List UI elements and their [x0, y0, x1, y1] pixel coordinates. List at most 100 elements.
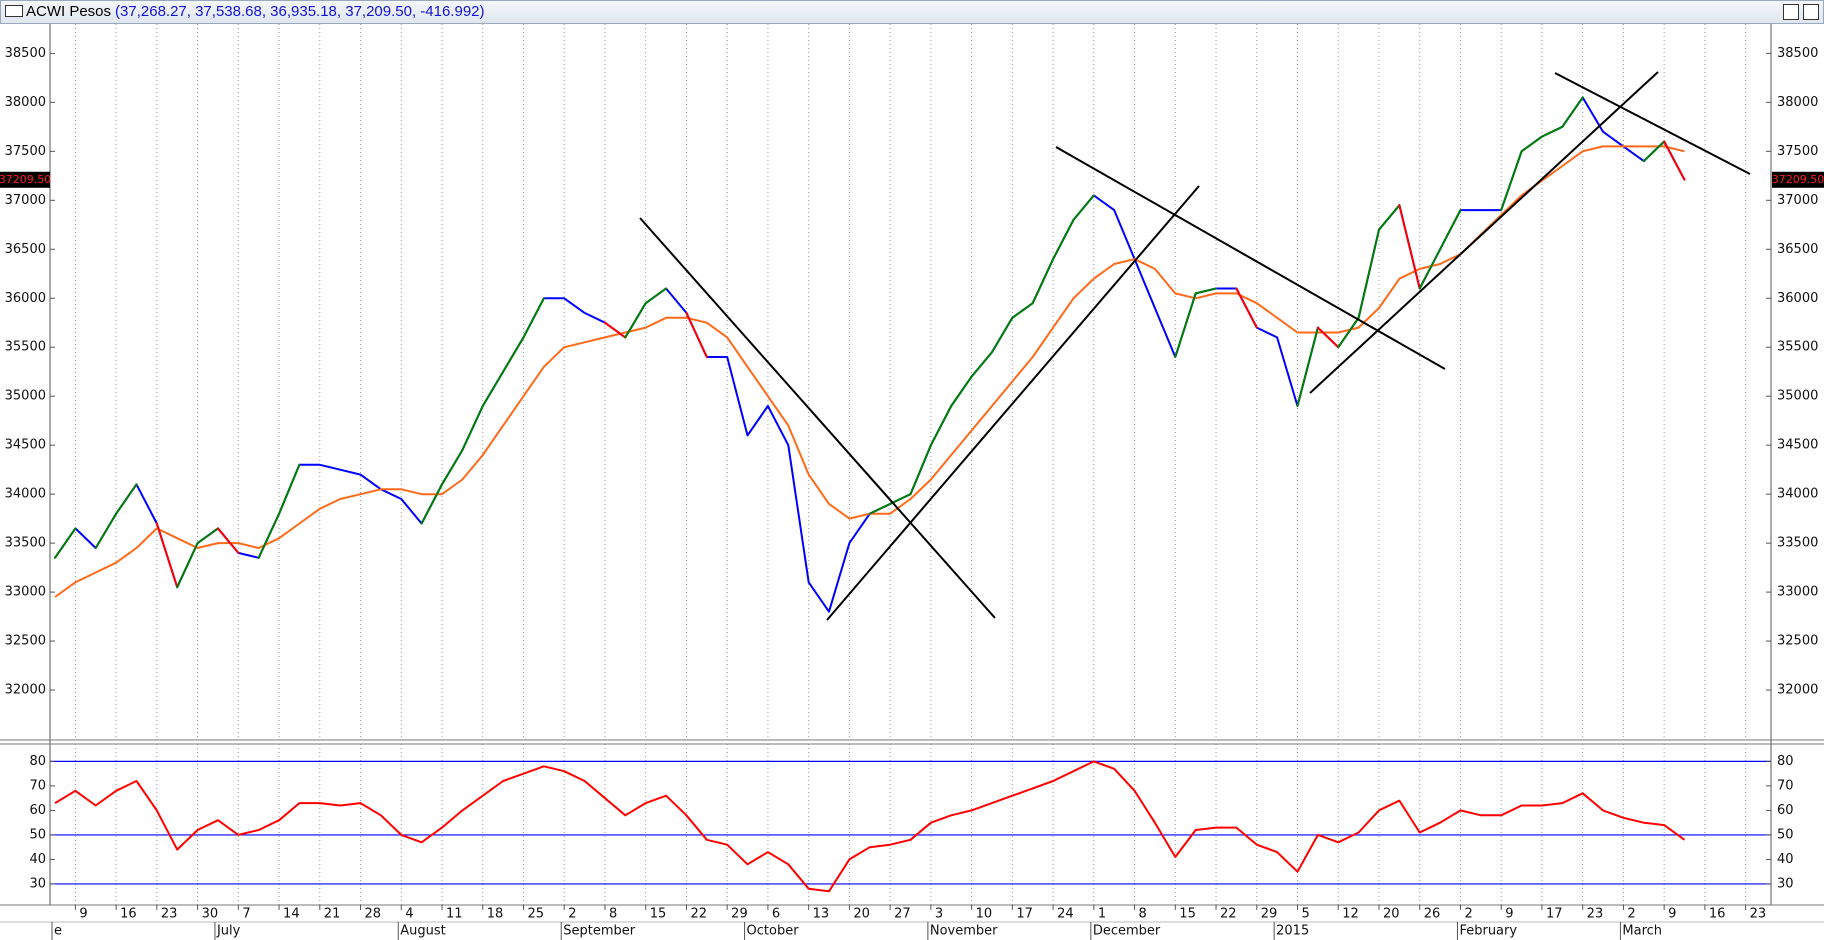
x-tick-label: 1 [1098, 907, 1106, 922]
x-tick-label: 8 [1139, 907, 1147, 922]
trend-segment [1194, 287, 1218, 295]
y-tick-label: 36000 [5, 291, 46, 306]
trend-segment [1174, 292, 1197, 359]
x-tick-label: 28 [365, 907, 382, 922]
x-tick-label: 13 [813, 907, 830, 922]
y-tick-label: 37500 [1777, 144, 1818, 159]
trend-segment [196, 527, 219, 545]
y-tick-label: 37000 [5, 193, 46, 208]
y-tick-label: 33000 [5, 585, 46, 600]
restore-button[interactable] [1783, 4, 1799, 20]
y-tick-label: 30 [29, 876, 46, 891]
y-tick-label: 37000 [1777, 193, 1818, 208]
x-tick-label: 17 [1016, 907, 1033, 922]
x-tick-label: 22 [690, 907, 707, 922]
y-tick-label: 40 [1777, 852, 1794, 867]
y-tick-label: 80 [1777, 754, 1794, 769]
trend-segment [502, 336, 525, 373]
trend-segment [216, 527, 240, 554]
price-tag [0, 171, 50, 188]
trend-segment [94, 512, 118, 550]
trend-segment [461, 404, 484, 452]
trend-segment [624, 302, 647, 339]
month-label: September [563, 924, 636, 939]
y-tick-label: 50 [29, 827, 46, 842]
x-tick-label: 7 [242, 907, 250, 922]
x-tick-label: 24 [1057, 907, 1074, 922]
trend-segment [1031, 258, 1055, 305]
labels-layer: 9 16 23 30 7 14 21 28 4 11 18 25 2 8 15 22 29 6 13 20 27 3 10 1… [0, 46, 1824, 940]
month-label: February [1459, 924, 1517, 939]
trend-segment [522, 297, 545, 339]
y-tick-label: 38500 [1777, 46, 1818, 61]
y-tick-label: 30 [1777, 876, 1794, 891]
x-tick-label: 16 [120, 907, 137, 922]
y-tick-label: 34500 [1777, 438, 1818, 453]
trend-segment [950, 375, 973, 407]
close-button[interactable] [1803, 4, 1819, 20]
trendline [639, 217, 996, 619]
x-tick-label: 9 [1505, 907, 1513, 922]
grid-layer [50, 24, 1771, 905]
y-tick-label: 60 [29, 803, 46, 818]
month-label: October [747, 924, 800, 939]
y-tick-label: 70 [1777, 778, 1794, 793]
y-tick-label: 34000 [5, 487, 46, 502]
x-tick-label: 27 [894, 907, 911, 922]
series-line [54, 760, 1686, 893]
trend-segment [1663, 140, 1686, 181]
y-tick-label: 37500 [5, 144, 46, 159]
y-tick-label: 50 [1777, 827, 1794, 842]
y-tick-label: 38000 [5, 95, 46, 110]
y-tick-label: 36500 [5, 242, 46, 257]
x-tick-label: 21 [324, 907, 341, 922]
y-tick-label: 35000 [1777, 389, 1818, 404]
y-tick-label: 38500 [5, 46, 46, 61]
y-tick-label: 32500 [5, 634, 46, 649]
trend-segment [1357, 228, 1380, 319]
x-tick-label: 4 [405, 907, 413, 922]
x-tick-label: 8 [609, 907, 617, 922]
trend-segment [685, 311, 708, 359]
x-tick-label: 15 [650, 907, 667, 922]
trend-segment [1011, 302, 1034, 319]
x-tick-label: 20 [853, 907, 870, 922]
chart-subtitle: (37,268.27, 37,538.68, 36,935.18, 37,209… [115, 3, 485, 20]
title-bar: ACWI Pesos (37,268.27, 37,538.68, 36,935.… [0, 0, 1824, 24]
trend-segment [1500, 150, 1523, 212]
x-tick-label: 2 [1464, 907, 1472, 922]
trend-segment [1296, 326, 1319, 407]
y-tick-label: 36000 [1777, 291, 1818, 306]
trend-segment [1377, 204, 1401, 231]
x-tick-label: 20 [1383, 907, 1400, 922]
x-tick-label: 11 [446, 907, 463, 922]
x-tick-label: 3 [935, 907, 943, 922]
trendlines [639, 71, 1751, 621]
y-tick-label: 40 [29, 852, 46, 867]
price-tag-label: 37209.50 [1772, 173, 1824, 186]
trend-segment [1337, 316, 1360, 349]
x-tick-label: 23 [1750, 907, 1767, 922]
trend-segment [54, 527, 77, 559]
x-tick-label: 18 [487, 907, 504, 922]
x-tick-label: 29 [1261, 907, 1278, 922]
x-tick-label: 17 [1546, 907, 1563, 922]
trend-segment [1642, 140, 1666, 163]
x-tick-label: 2 [568, 907, 576, 922]
y-tick-label: 34000 [1777, 487, 1818, 502]
trend-segment [1052, 218, 1075, 261]
trend-segment [1072, 194, 1095, 221]
x-tick-label: 2 [1627, 907, 1635, 922]
x-tick-label: 12 [1342, 907, 1359, 922]
month-label: December [1093, 924, 1161, 939]
price-tag [1772, 171, 1824, 188]
trend-segment [929, 404, 953, 447]
trend-segment [155, 522, 179, 589]
y-tick-label: 80 [29, 754, 46, 769]
trend-segment [603, 321, 627, 339]
trendline [826, 185, 1200, 621]
chart-title: ACWI Pesos [26, 3, 112, 20]
y-tick-label: 32000 [1777, 683, 1818, 698]
trendline [1309, 71, 1659, 394]
